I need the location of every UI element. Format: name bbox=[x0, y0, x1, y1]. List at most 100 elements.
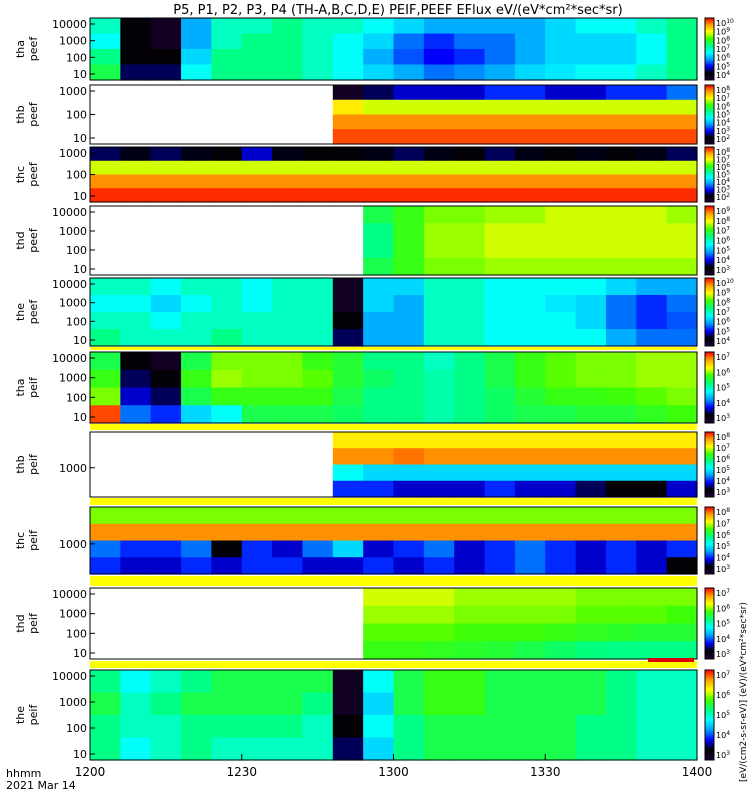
heatmap-cell bbox=[423, 387, 455, 406]
heatmap-cell bbox=[636, 129, 668, 145]
heatmap-cell bbox=[241, 352, 273, 371]
heatmap-cell bbox=[423, 405, 455, 424]
heatmap-cell bbox=[484, 670, 516, 694]
heatmap-cell bbox=[605, 588, 637, 607]
heatmap-cell bbox=[636, 641, 668, 660]
heatmap-cell bbox=[545, 588, 577, 607]
heatmap-cell bbox=[120, 278, 152, 296]
heatmap-cell bbox=[302, 387, 334, 406]
heatmap-cell bbox=[575, 99, 607, 116]
heatmap-cell bbox=[393, 523, 425, 542]
heatmap-cell bbox=[241, 737, 273, 761]
heatmap-cell bbox=[545, 223, 577, 242]
heatmap-cell bbox=[666, 329, 698, 347]
heatmap-cell bbox=[575, 278, 607, 296]
heatmap-cell bbox=[666, 278, 698, 296]
y-tick-label: 10000 bbox=[52, 18, 87, 31]
heatmap-cell bbox=[90, 692, 121, 716]
x-tick-label: 1230 bbox=[226, 765, 257, 779]
y-tick-label: 1000 bbox=[59, 147, 87, 160]
colorbar-tick-label: 108 bbox=[716, 85, 730, 95]
heatmap-cell bbox=[120, 160, 152, 176]
heatmap-cell bbox=[393, 405, 425, 424]
heatmap-cell bbox=[454, 480, 486, 498]
heatmap-cell bbox=[514, 223, 546, 242]
heatmap-cell bbox=[393, 64, 425, 81]
colorbar bbox=[704, 17, 715, 81]
heatmap-cell bbox=[454, 670, 486, 694]
heatmap-cell bbox=[636, 278, 668, 296]
heatmap-cell bbox=[181, 692, 212, 716]
heatmap-cell bbox=[484, 240, 516, 259]
heatmap-cell bbox=[514, 623, 546, 642]
heatmap-cell bbox=[605, 223, 637, 242]
heatmap-cell bbox=[241, 312, 273, 330]
heatmap-cell bbox=[272, 312, 304, 330]
heatmap-cell bbox=[454, 160, 486, 176]
colorbar-tick-label: 102 bbox=[716, 134, 730, 144]
heatmap-cell bbox=[211, 312, 243, 330]
time-axis: 1200 1230 1300 1330 1400 bbox=[75, 754, 712, 779]
heatmap-cell bbox=[514, 240, 546, 259]
heatmap-cell bbox=[90, 278, 121, 296]
heatmap-cell bbox=[484, 312, 516, 330]
heatmap-cell bbox=[363, 206, 395, 224]
heatmap-cell bbox=[605, 99, 637, 116]
heatmap-cell bbox=[363, 737, 395, 761]
heatmap-cell bbox=[454, 405, 486, 424]
heatmap-cell bbox=[211, 174, 243, 189]
heatmap-cell bbox=[181, 329, 212, 347]
panel-probe-label: the bbox=[14, 303, 27, 321]
heatmap-cell bbox=[666, 160, 698, 176]
heatmap-cell bbox=[636, 405, 668, 424]
heatmap-cell bbox=[605, 64, 637, 81]
colorbar-tick-label: 107 bbox=[716, 307, 730, 317]
colorbar-tick-label: 103 bbox=[716, 750, 730, 760]
heatmap-cell bbox=[666, 737, 698, 761]
heatmap-cell bbox=[302, 188, 334, 203]
heatmap-cell bbox=[272, 523, 304, 542]
heatmap-cell bbox=[393, 737, 425, 761]
heatmap-cell bbox=[241, 540, 273, 558]
heatmap-cell bbox=[302, 329, 334, 347]
heatmap-cell bbox=[393, 85, 425, 101]
colorbar-tick-label: 1010 bbox=[716, 278, 734, 288]
heatmap-cell bbox=[332, 174, 364, 189]
heatmap-cell bbox=[332, 85, 364, 101]
heatmap-cell bbox=[484, 540, 516, 558]
colorbar-tick-label: 108 bbox=[716, 216, 730, 226]
heatmap-cell bbox=[575, 85, 607, 101]
colorbar-tick-label: 104 bbox=[716, 177, 730, 187]
colorbar bbox=[704, 669, 715, 761]
heatmap-cell bbox=[484, 64, 516, 81]
heatmap-cell bbox=[666, 369, 698, 389]
heatmap-cell bbox=[150, 369, 182, 389]
heatmap-cell bbox=[393, 188, 425, 203]
heatmap-cell bbox=[150, 160, 182, 176]
heatmap-cell bbox=[636, 352, 668, 371]
heatmap-cell bbox=[363, 129, 395, 145]
heatmap-cell bbox=[636, 480, 668, 498]
heatmap-cell bbox=[545, 129, 577, 145]
heatmap-cell bbox=[514, 278, 546, 296]
heatmap-cell bbox=[423, 605, 455, 625]
y-tick-label: 10000 bbox=[52, 206, 87, 219]
heatmap-cell bbox=[211, 670, 243, 694]
heatmap-cell bbox=[575, 405, 607, 424]
heatmap-cell bbox=[514, 523, 546, 542]
heatmap-cell bbox=[90, 387, 121, 406]
heatmap-cell bbox=[484, 588, 516, 607]
colorbar-tick-label: 108 bbox=[716, 297, 730, 307]
heatmap-cell bbox=[454, 641, 486, 660]
heatmap-cell bbox=[120, 329, 152, 347]
heatmap-cell bbox=[211, 692, 243, 716]
heatmap-cell bbox=[302, 312, 334, 330]
heatmap-cell bbox=[241, 174, 273, 189]
colorbar bbox=[704, 431, 715, 498]
heatmap-cell bbox=[575, 18, 607, 35]
heatmap-cell bbox=[423, 737, 455, 761]
heatmap-cell bbox=[363, 295, 395, 313]
heatmap-cell bbox=[90, 369, 121, 389]
heatmap-cell bbox=[90, 352, 121, 371]
heatmap-cell bbox=[150, 670, 182, 694]
